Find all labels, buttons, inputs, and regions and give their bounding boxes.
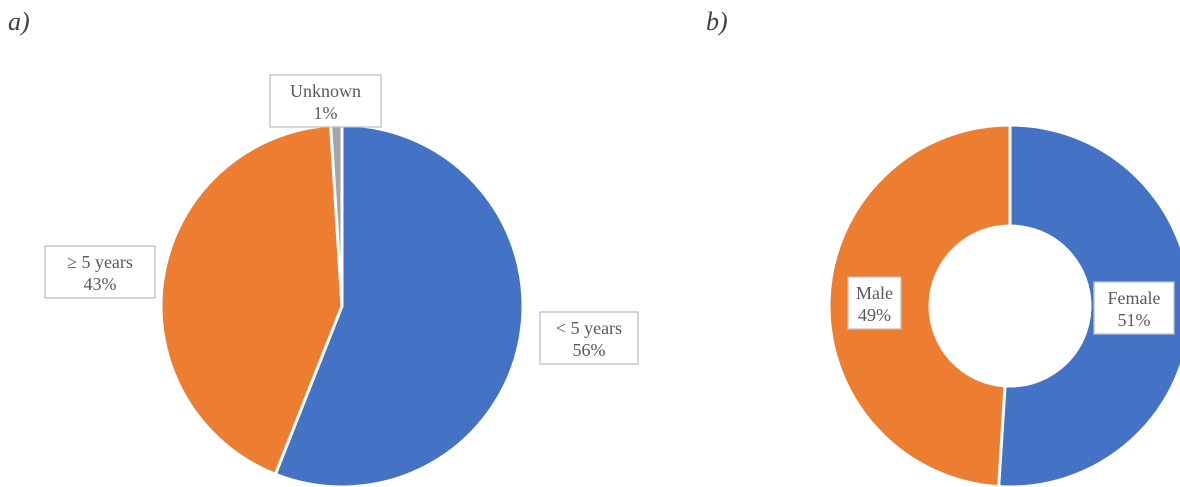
label-value: 56%	[573, 340, 606, 360]
donut-slice	[827, 123, 1012, 487]
chart-title: a)	[8, 7, 30, 36]
label-value: 49%	[858, 305, 891, 325]
label-category: < 5 years	[556, 318, 622, 338]
label-box	[269, 74, 382, 128]
pie-slice	[273, 123, 525, 487]
chart-title: b)	[706, 7, 728, 36]
label-value: 1%	[314, 103, 338, 123]
label-category: ≥ 5 years	[67, 252, 133, 272]
pie-slice	[159, 123, 344, 477]
label-category: Unknown	[290, 81, 361, 101]
label-box	[847, 276, 902, 330]
label-category: Male	[856, 283, 893, 303]
label-box	[539, 311, 639, 365]
label-value: 43%	[84, 274, 117, 294]
label-category: Female	[1108, 288, 1161, 308]
label-box	[44, 245, 156, 299]
donut-slice	[997, 123, 1180, 487]
label-value: 51%	[1118, 310, 1151, 330]
label-box	[1093, 281, 1175, 335]
